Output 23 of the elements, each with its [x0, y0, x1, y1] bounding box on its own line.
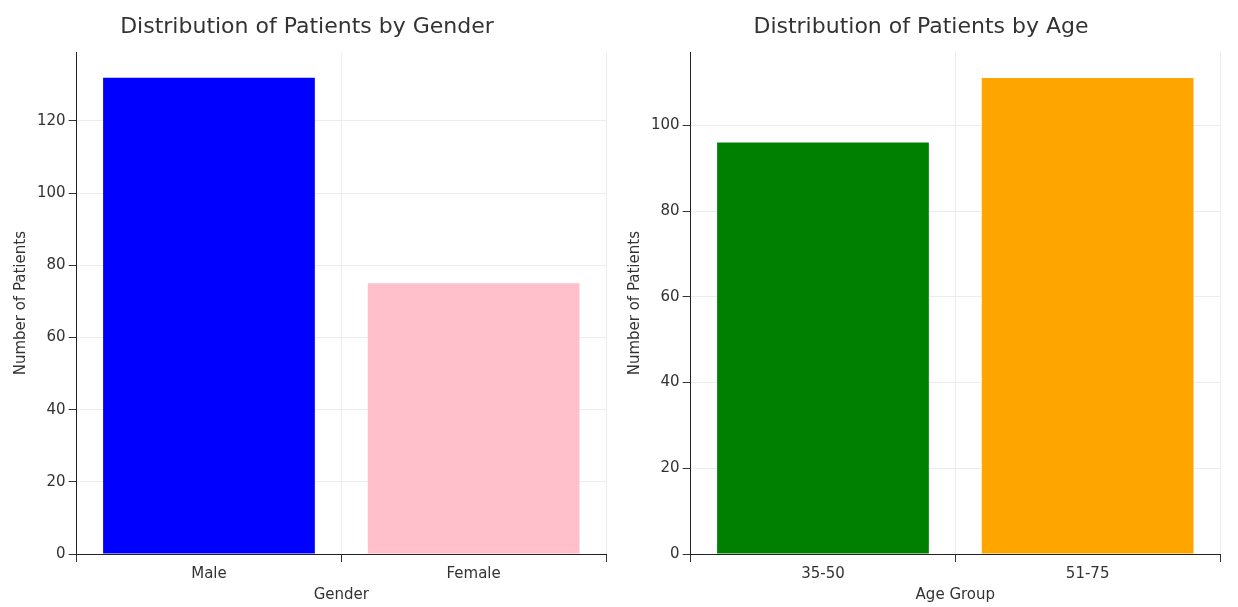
x-tick-label: Male: [191, 563, 227, 582]
y-tick-label: 100: [36, 183, 66, 202]
x-axis-title: Age Group: [915, 584, 996, 603]
y-axis-title: Number of Patients: [10, 230, 29, 376]
y-axis-title: Number of Patients: [624, 230, 643, 376]
y-tick-label: 80: [46, 255, 66, 274]
y-tick-label: 80: [660, 200, 680, 219]
y-tick-label: 0: [56, 543, 66, 562]
y-tick-label: 0: [670, 543, 680, 562]
y-tick-label: 40: [660, 372, 680, 391]
chart-title: Distribution of Patients by Gender: [120, 12, 495, 38]
x-tick-label: Female: [446, 563, 501, 582]
y-tick-label: 100: [650, 115, 680, 134]
y-tick-label: 20: [660, 458, 680, 477]
y-tick-label: 20: [46, 471, 66, 490]
y-tick-label: 40: [46, 399, 66, 418]
chart-title: Distribution of Patients by Age: [753, 12, 1089, 38]
x-tick-label: 51-75: [1065, 563, 1110, 582]
x-axis-title: Gender: [313, 584, 370, 603]
y-tick-label: 120: [36, 110, 66, 129]
y-tick-label: 60: [46, 327, 66, 346]
x-tick-label: 35-50: [801, 563, 845, 582]
y-tick-label: 60: [660, 286, 680, 305]
